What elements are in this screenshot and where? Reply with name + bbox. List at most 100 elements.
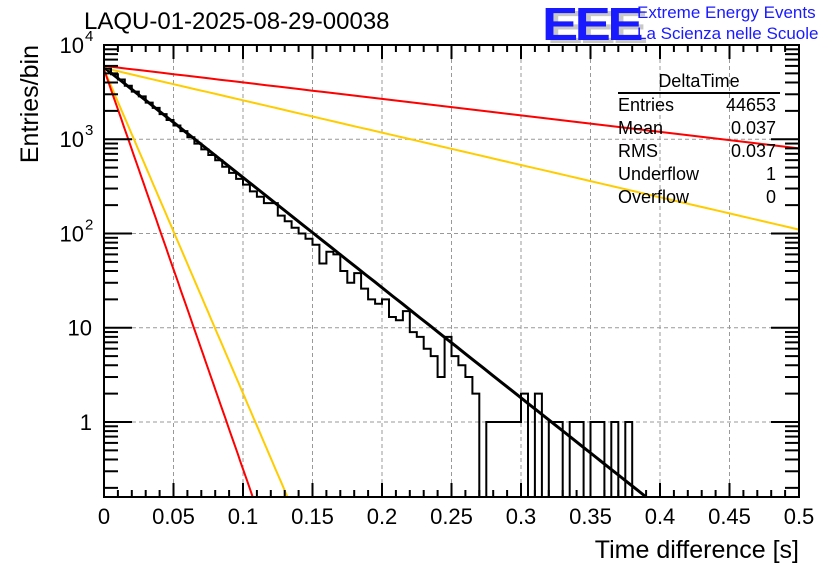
histogram-bin xyxy=(389,317,396,497)
histogram-bin xyxy=(591,422,598,497)
x-tick-label: 0.25 xyxy=(430,504,473,529)
x-tick-label: 0.5 xyxy=(784,504,815,529)
histogram-bin xyxy=(354,273,361,497)
histogram-bin xyxy=(347,283,354,497)
stats-value: 0.037 xyxy=(730,141,776,161)
y-tick-label: 10 xyxy=(60,221,84,246)
fit-line-yellow-fast xyxy=(103,69,289,498)
histogram-bin xyxy=(160,114,167,497)
histogram-bin xyxy=(410,332,417,497)
histogram-bin xyxy=(146,103,153,497)
x-tick-label: 0.4 xyxy=(645,504,676,529)
histogram-bin xyxy=(299,233,306,497)
histogram-bin xyxy=(597,422,604,497)
x-tick-label: 0.35 xyxy=(569,504,612,529)
histogram-bin xyxy=(194,144,201,497)
histogram-bin xyxy=(577,422,584,497)
fit-line-red-fast xyxy=(103,69,254,498)
histogram-bin xyxy=(278,216,285,497)
stats-title: DeltaTime xyxy=(618,70,780,94)
histogram-bin xyxy=(431,356,438,497)
histogram-bin xyxy=(535,394,542,497)
histogram-bin xyxy=(187,137,194,497)
stats-row-entries: Entries 44653 xyxy=(612,94,776,117)
histogram-bin xyxy=(375,304,382,497)
logo-line-2: La Scienza nelle Scuole xyxy=(637,24,819,43)
histogram-bin xyxy=(326,252,333,497)
stats-row-mean: Mean 0.037 xyxy=(612,117,776,140)
histogram-bin xyxy=(215,160,222,497)
x-tick-label: 0.05 xyxy=(152,504,195,529)
y-tick-exponent: 3 xyxy=(85,122,93,139)
histogram-bin xyxy=(292,228,299,497)
stats-value: 0.037 xyxy=(730,118,776,138)
histogram-bin xyxy=(570,422,577,497)
y-tick-label: 10 xyxy=(60,127,84,152)
histogram-bin xyxy=(382,299,389,497)
x-tick-label: 0.3 xyxy=(506,504,537,529)
histogram-bin xyxy=(139,96,146,497)
logo-line-1: Extreme Energy Events xyxy=(637,3,816,22)
histogram-bin xyxy=(333,254,340,497)
eee-logo: EEE Extreme Energy Events La Scienza nel… xyxy=(542,1,832,47)
histogram-bin xyxy=(472,394,479,497)
stats-label: Overflow xyxy=(618,187,690,207)
stats-row-rms: RMS 0.037 xyxy=(612,140,776,163)
histogram-bin xyxy=(500,422,507,497)
stats-label: Underflow xyxy=(618,164,700,184)
histogram-bin xyxy=(111,74,118,497)
histogram-bin xyxy=(250,191,257,497)
stats-value: 1 xyxy=(765,164,776,184)
histogram-bin xyxy=(180,131,187,497)
histogram-bin xyxy=(229,173,236,497)
histogram-bin xyxy=(611,422,618,497)
histogram-bin xyxy=(208,155,215,497)
x-tick-label: 0.45 xyxy=(708,504,751,529)
histogram-bin xyxy=(174,125,181,497)
histogram-bin xyxy=(236,179,243,497)
histogram xyxy=(103,67,799,498)
y-axis-label: Entries/bin xyxy=(16,45,44,163)
histogram-bin xyxy=(222,167,229,497)
stats-label: Entries xyxy=(618,95,675,115)
axis-labels: 0 0.05 0.1 0.15 0.2 0.25 0.3 0.35 0.4 0.45 0.510 41… xyxy=(16,28,814,564)
histogram-bin xyxy=(361,289,368,497)
stats-label: Mean xyxy=(618,118,664,138)
stats-box: DeltaTime Entries 44653 Mean 0.037 RMS 0… xyxy=(612,70,780,209)
chart-title: LAQU-01-2025-08-29-00038 xyxy=(84,8,390,35)
stats-row-overflow: Overflow 0 xyxy=(612,186,776,209)
histogram-bin xyxy=(313,245,320,497)
histogram-bin xyxy=(319,264,326,497)
histogram-bin xyxy=(368,299,375,497)
grid-lines xyxy=(104,45,799,497)
axes xyxy=(103,44,800,498)
histogram-bin xyxy=(417,337,424,497)
x-tick-label: 0.2 xyxy=(367,504,398,529)
histogram-bin xyxy=(507,422,514,497)
histogram-bin xyxy=(153,108,160,497)
histogram-bin xyxy=(243,185,250,497)
histogram-bin xyxy=(458,365,465,497)
stats-value: 44653 xyxy=(725,95,776,115)
histogram-bin xyxy=(465,377,472,497)
histogram-bin xyxy=(340,271,347,497)
histogram-bin xyxy=(493,422,500,497)
histogram-bin xyxy=(549,422,556,497)
histogram-bin xyxy=(285,221,292,497)
y-tick-exponent: 4 xyxy=(85,28,93,45)
histogram-bin xyxy=(452,356,459,497)
histogram-bin xyxy=(396,320,403,497)
histogram-bin xyxy=(125,86,132,497)
histogram-outline xyxy=(103,67,799,498)
stats-label: RMS xyxy=(618,141,658,161)
fit-line-yellow-slow xyxy=(103,67,800,231)
histogram-bin xyxy=(167,120,174,497)
histogram-bin xyxy=(201,149,208,497)
fit-line-red-slow xyxy=(103,64,800,150)
histogram-bin xyxy=(271,203,278,497)
histogram-bin xyxy=(306,239,313,497)
y-tick-exponent: 2 xyxy=(85,216,93,233)
histogram-bin xyxy=(438,377,445,497)
stats-row-underflow: Underflow 1 xyxy=(612,163,776,186)
histogram-bin xyxy=(424,349,431,497)
